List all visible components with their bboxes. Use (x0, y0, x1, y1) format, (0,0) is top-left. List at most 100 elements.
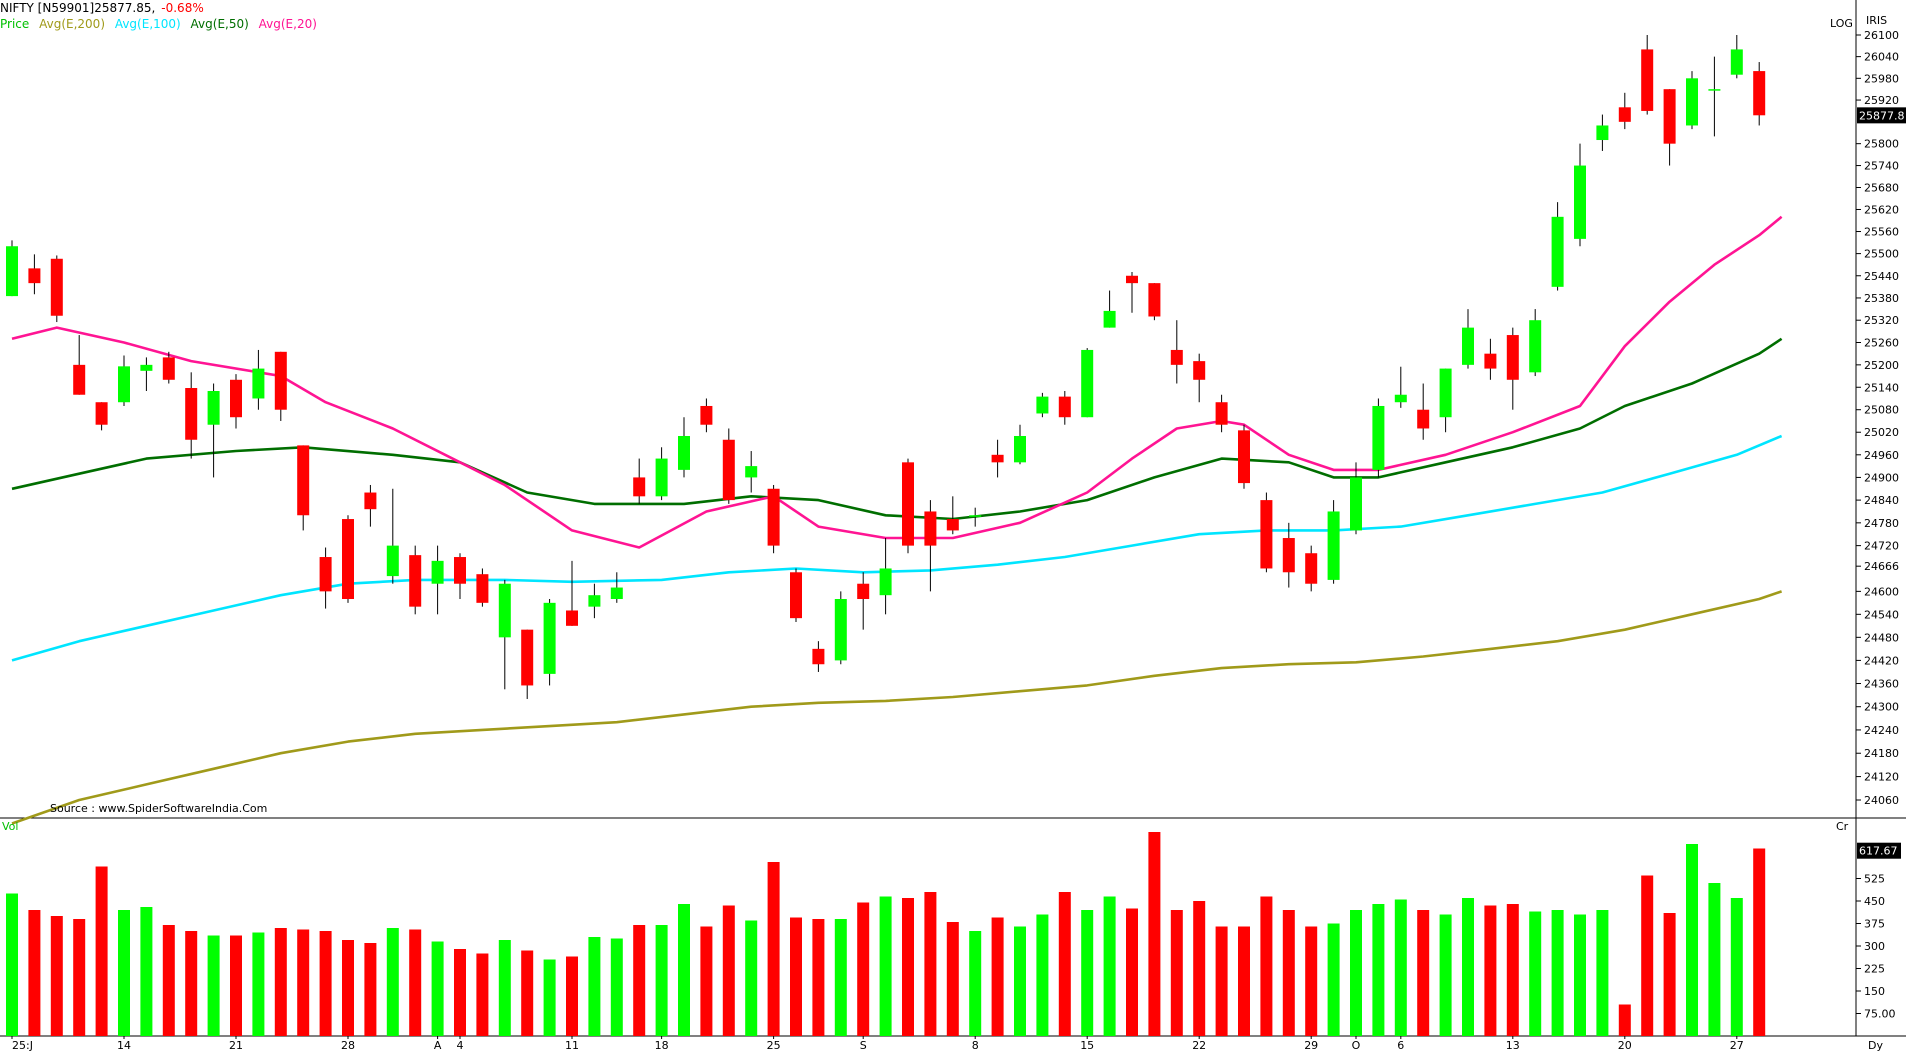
volume-bar (1058, 892, 1071, 1036)
price-tick-label: 24420 (1864, 654, 1899, 667)
candle-body (812, 648, 825, 665)
volume-bar (857, 902, 870, 1036)
legend-ema50[interactable]: Avg(E,50) (190, 17, 249, 31)
price-tick-label: 25260 (1864, 336, 1899, 349)
price-tick-label: 24960 (1864, 449, 1899, 462)
volume-bar (991, 917, 1004, 1036)
candle-body (1058, 396, 1071, 418)
volume-bar (1372, 904, 1385, 1036)
volume-bar (364, 943, 377, 1036)
volume-bar (252, 932, 265, 1036)
candle-body (722, 439, 735, 501)
candle-body (1663, 89, 1676, 144)
candle-body (454, 557, 466, 584)
price-tick-label: 25320 (1864, 314, 1899, 327)
volume-bar (633, 925, 646, 1036)
time-tick-label: 6 (1397, 1039, 1404, 1052)
candle-body (118, 366, 130, 403)
candle-body (431, 560, 444, 584)
candle-body (6, 246, 18, 297)
volume-bar (454, 949, 466, 1036)
candle-body (409, 555, 422, 607)
candle-body (140, 364, 153, 371)
volume-bar (1036, 914, 1049, 1036)
candle-body (1327, 511, 1340, 580)
last-vol-tag-bg (1857, 842, 1901, 859)
volume-bar (1596, 910, 1609, 1036)
time-tick-label: 25 (767, 1039, 781, 1052)
volume-bar (745, 920, 758, 1036)
time-tick-label: 4 (457, 1039, 464, 1052)
candle-body (991, 454, 1004, 463)
last-price-tag-bg (1857, 107, 1906, 124)
vol-tick-label: 450 (1864, 895, 1885, 908)
candle-body (1730, 49, 1743, 75)
candle-body (655, 458, 668, 497)
legend-price[interactable]: Price (0, 17, 30, 31)
ema200-line (11, 590, 1783, 825)
price-tick-label: 24540 (1864, 608, 1899, 621)
candle-body (1618, 107, 1631, 122)
price-tick-label: 24360 (1864, 678, 1899, 691)
candle-body (1462, 327, 1474, 365)
volume-bar (1394, 899, 1407, 1036)
candle-body (1014, 435, 1026, 463)
candle-body (1394, 394, 1407, 403)
price-tick-label: 24060 (1864, 794, 1899, 807)
volume-bar (902, 898, 914, 1036)
candle-body (364, 492, 377, 510)
price-tick-label: 25080 (1864, 404, 1899, 417)
price-tick-label: 26100 (1864, 29, 1899, 42)
volume-bar (1193, 901, 1206, 1036)
volume-bar (207, 935, 220, 1036)
time-tick-label: 18 (655, 1039, 669, 1052)
volume-bar (1529, 911, 1542, 1036)
volume-bar (409, 929, 422, 1036)
price-label: 25877.85, (94, 1, 156, 15)
candle-body (588, 595, 601, 607)
price-tick-label: 24120 (1864, 771, 1899, 784)
legend-ema100[interactable]: Avg(E,100) (114, 17, 181, 31)
candle-body (1081, 349, 1094, 418)
volume-bar (50, 916, 63, 1036)
volume-bar (1238, 926, 1250, 1036)
volume-bar (1663, 913, 1676, 1036)
candle-body (1238, 430, 1250, 484)
candle-body (1350, 477, 1362, 531)
legend-ema20[interactable]: Avg(E,20) (258, 17, 317, 31)
candle-body (1686, 78, 1698, 126)
candle-body (1506, 335, 1519, 380)
volume-bar (1148, 832, 1161, 1036)
volume-bar (655, 925, 668, 1036)
price-tick-label: 25920 (1864, 94, 1899, 107)
iris-label: IRIS (1866, 14, 1887, 27)
volume-bar (386, 928, 399, 1036)
time-tick-label: A (434, 1039, 442, 1052)
price-tick-label: 25740 (1864, 160, 1899, 173)
candle-body (185, 388, 198, 440)
candle-body (1215, 402, 1228, 425)
candle-body (1126, 275, 1138, 284)
candle-body (498, 583, 511, 638)
price-tick-label: 24780 (1864, 517, 1899, 530)
volume-bar (118, 910, 130, 1036)
last-vol-tag: 617.67 (1859, 845, 1898, 858)
volume-bar (1439, 914, 1452, 1036)
candle-body (95, 402, 108, 425)
volume-bar (342, 940, 354, 1036)
volume-bar (1641, 875, 1654, 1036)
volume-bar (1618, 1004, 1631, 1036)
time-tick-label: O (1352, 1039, 1361, 1052)
candle-body (678, 435, 690, 470)
price-tick-label: 24900 (1864, 471, 1899, 484)
volume-bar (498, 940, 511, 1036)
price-tick-label: 24300 (1864, 701, 1899, 714)
candle-body (252, 368, 265, 399)
candle-body (566, 610, 578, 626)
candle-body (1372, 405, 1385, 470)
candle-body (162, 357, 175, 380)
volume-bar (1170, 910, 1183, 1036)
legend-ema200[interactable]: Avg(E,200) (39, 17, 105, 31)
price-tick-label: 25500 (1864, 248, 1899, 261)
